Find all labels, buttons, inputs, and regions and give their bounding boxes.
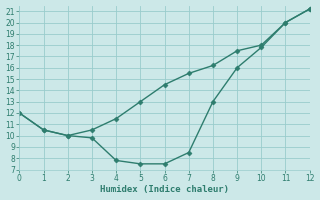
X-axis label: Humidex (Indice chaleur): Humidex (Indice chaleur)	[100, 185, 229, 194]
